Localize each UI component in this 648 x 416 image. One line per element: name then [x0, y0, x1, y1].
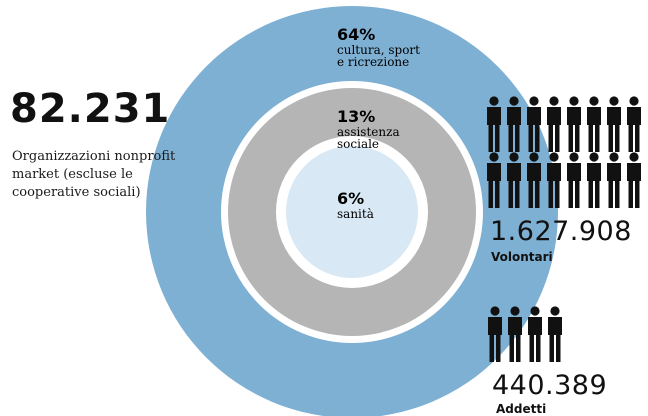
person-icon [528, 306, 542, 362]
organizations-count: 82.231 [10, 86, 171, 132]
icon-row [486, 96, 646, 154]
person-icon [487, 96, 501, 152]
volunteers-count: 1.627.908 [490, 216, 632, 247]
employees-icons [487, 306, 567, 364]
person-icon [527, 152, 541, 208]
volunteers-icons [486, 96, 646, 208]
person-icon [527, 96, 541, 152]
value-label-2: 13% [337, 107, 375, 126]
person-icon [487, 152, 501, 208]
ring-3 [286, 146, 418, 278]
person-icon [547, 96, 561, 152]
icon-row [486, 152, 646, 210]
person-icon [627, 96, 641, 152]
person-icon [587, 96, 601, 152]
person-icon [627, 152, 641, 208]
person-icon [488, 306, 502, 362]
category-label-2-line-1: assistenza [337, 125, 400, 139]
employees-count: 440.389 [492, 370, 608, 401]
organizations-label: Organizzazioni nonprofit market (escluse… [12, 149, 176, 200]
person-icon [507, 96, 521, 152]
value-label-1: 64% [337, 25, 375, 44]
category-label-1-line-2: e ricrezione [337, 55, 409, 69]
person-icon [587, 152, 601, 208]
person-icon [567, 96, 581, 152]
employees-label: Addetti [496, 402, 547, 416]
category-label-3-line-1: sanità [337, 207, 374, 221]
person-icon [507, 152, 521, 208]
value-label-3: 6% [337, 189, 364, 208]
category-label-2-line-2: sociale [337, 137, 379, 151]
person-icon [607, 96, 621, 152]
person-icon [508, 306, 522, 362]
person-icon [607, 152, 621, 208]
icon-row [487, 306, 567, 364]
person-icon [547, 152, 561, 208]
person-icon [548, 306, 562, 362]
volunteers-label: Volontari [491, 250, 553, 264]
category-label-1-line-1: cultura, sport [337, 43, 420, 57]
person-icon [567, 152, 581, 208]
